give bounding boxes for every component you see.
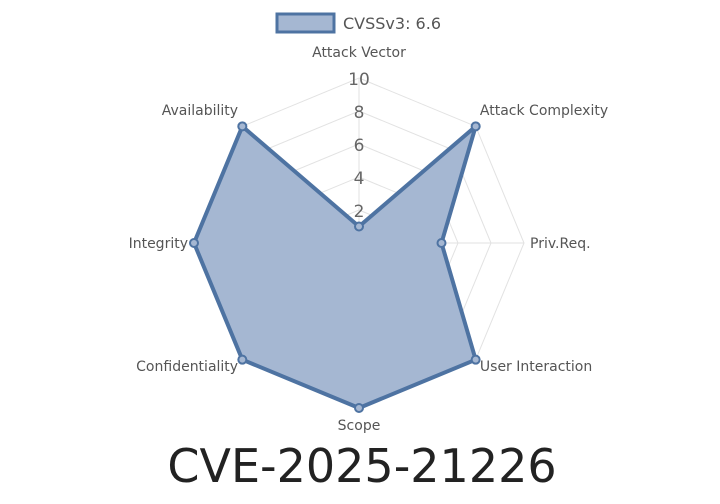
tick-label: 6 (354, 136, 365, 156)
data-point[interactable] (354, 403, 364, 413)
axis-label: Scope (338, 418, 381, 434)
axis-label: Availability (162, 103, 238, 119)
data-point[interactable] (470, 121, 481, 132)
axis-label: Attack Vector (312, 45, 406, 61)
data-point[interactable] (237, 121, 248, 132)
legend-swatch (275, 12, 336, 34)
tick-label: 10 (348, 70, 370, 90)
data-point[interactable] (237, 354, 248, 365)
axis-label: Attack Complexity (480, 103, 608, 119)
axis-label: Integrity (129, 236, 188, 252)
tick-label: 2 (354, 202, 365, 222)
legend[interactable]: CVSSv3: 6.6 (275, 12, 441, 34)
axis-label: User Interaction (480, 359, 592, 375)
tick-label: 8 (354, 103, 365, 123)
legend-label: CVSSv3: 6.6 (343, 14, 441, 33)
radial-ticks: 2 4 6 8 10 (348, 70, 370, 222)
data-point[interactable] (189, 238, 199, 248)
chart-title: CVE-2025-21226 (167, 439, 556, 493)
data-point[interactable] (436, 238, 447, 248)
radar-series (189, 121, 481, 413)
axis-label: Priv.Req. (530, 236, 591, 252)
tick-label: 4 (354, 169, 365, 189)
data-point[interactable] (354, 221, 364, 232)
axis-label: Confidentiality (136, 359, 238, 375)
axis-labels: Attack Vector Attack Complexity Priv.Req. U… (129, 45, 609, 434)
data-point[interactable] (470, 354, 481, 365)
